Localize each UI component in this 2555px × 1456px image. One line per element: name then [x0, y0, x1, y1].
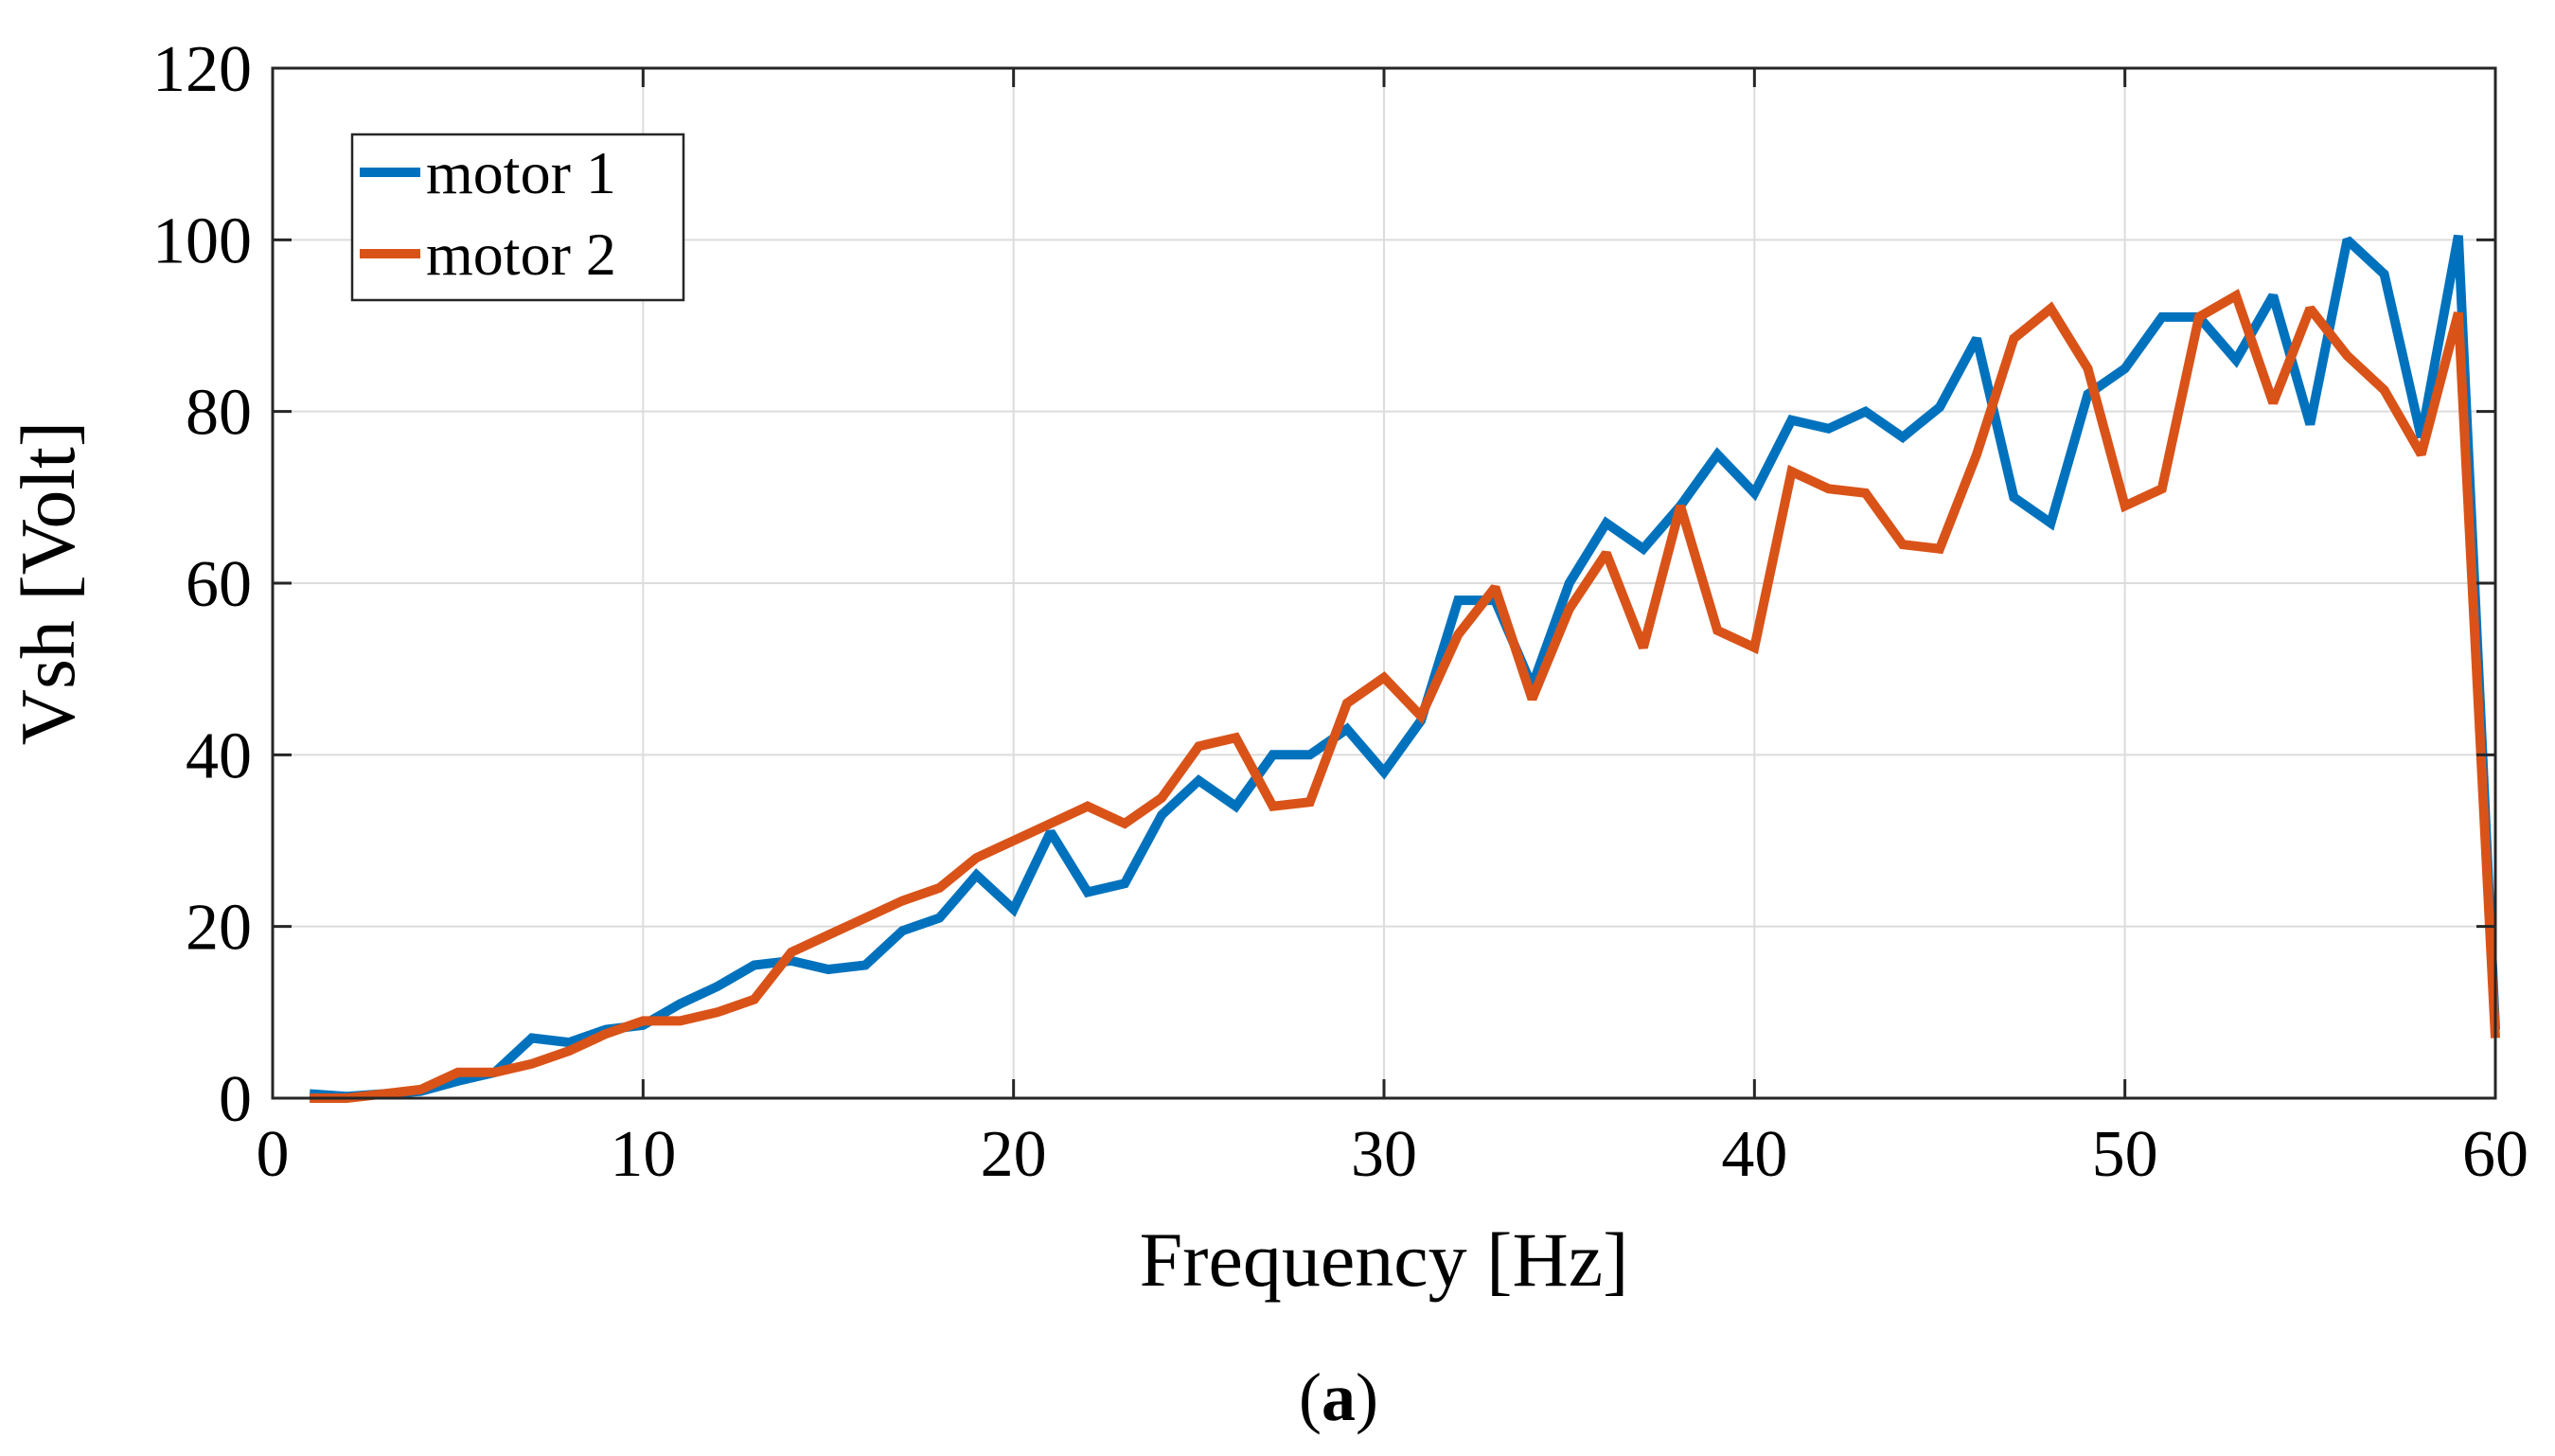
x-tick-label: 50: [2092, 1118, 2158, 1191]
series-line-motor-1: [309, 234, 2500, 1102]
y-tick-label: 120: [152, 33, 252, 106]
x-axis-label: Frequency [Hz]: [1140, 1216, 1629, 1303]
x-tick-label: 30: [1351, 1118, 1417, 1191]
y-tick-label: 80: [186, 377, 252, 450]
x-tick-label: 40: [1721, 1118, 1787, 1191]
grid-lines: [273, 68, 2495, 1098]
caption-open-paren: (: [1299, 1359, 1322, 1435]
y-tick-label: 40: [186, 719, 252, 792]
x-axis-ticks: 0 10 20 30 40 50 60: [257, 68, 2528, 1191]
y-tick-label: 0: [219, 1063, 252, 1136]
legend-label-motor-2: motor 2: [426, 221, 616, 288]
y-axis-ticks: 0 20 40 60 80 100 120: [152, 33, 2495, 1136]
y-tick-label: 100: [152, 204, 252, 277]
legend: motor 1 motor 2: [350, 133, 685, 302]
caption-label: (a): [1299, 1359, 1378, 1435]
y-axis-label: Vsh [Volt]: [5, 421, 91, 745]
series-group: [309, 234, 2500, 1103]
x-tick-label: 60: [2462, 1118, 2528, 1191]
y-tick-label: 20: [186, 892, 252, 965]
x-tick-label: 0: [257, 1118, 290, 1191]
caption-close-paren: ): [1356, 1359, 1378, 1435]
x-tick-label: 20: [981, 1118, 1047, 1191]
series-line-motor-2: [310, 288, 2500, 1103]
caption-letter: a: [1322, 1359, 1356, 1435]
legend-box: [350, 133, 685, 302]
y-tick-label: 60: [186, 548, 252, 621]
x-tick-label: 10: [610, 1118, 676, 1191]
figure-caption: (a): [1299, 1359, 1378, 1435]
legend-label-motor-1: motor 1: [426, 139, 616, 206]
